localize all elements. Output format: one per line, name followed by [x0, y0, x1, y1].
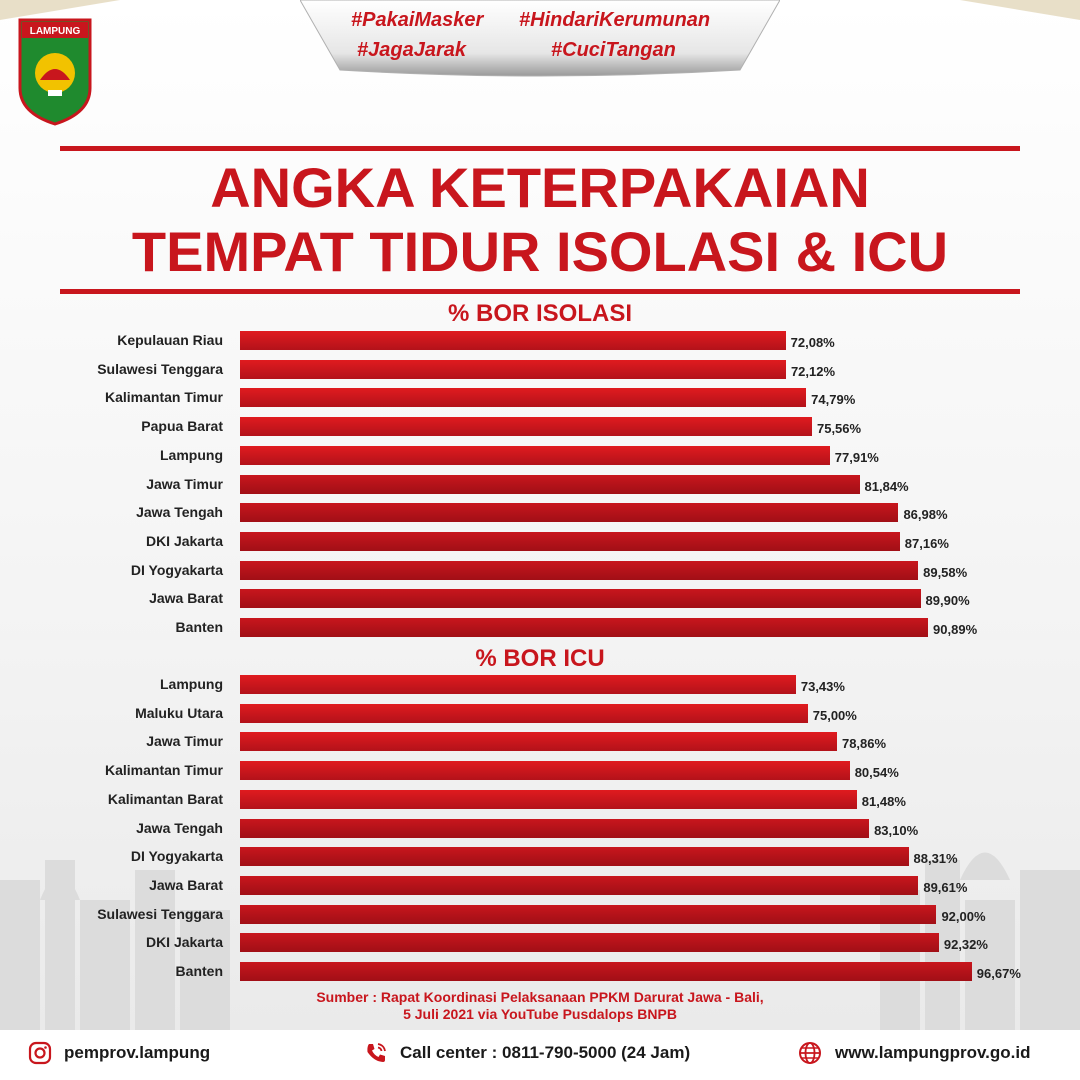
source-line2: 5 Juli 2021 via YouTube Pusdalops BNPB: [403, 1006, 677, 1022]
bar-value-label: 80,54%: [854, 765, 899, 781]
bar-value-label: 75,56%: [816, 421, 862, 437]
globe-icon: [799, 1042, 821, 1064]
bar: [240, 589, 921, 609]
bar: [240, 388, 807, 408]
bar-value-label: 90,89%: [933, 622, 978, 637]
hashtag-banner: [300, 0, 780, 77]
bar-value-label: 72,08%: [790, 335, 835, 350]
category-label: Jawa Barat: [149, 876, 223, 893]
category-label: Maluku Utara: [135, 704, 223, 721]
bar-value-label: 72,12%: [790, 363, 836, 379]
logo-text: LAMPUNG: [30, 26, 81, 37]
hashtag-cucitangan: #CuciTangan: [551, 39, 676, 61]
footer-instagram[interactable]: pemprov.lampung: [64, 1043, 211, 1062]
category-label: Jawa Timur: [146, 733, 223, 750]
instagram-icon: [28, 1041, 52, 1065]
bar: [240, 618, 929, 637]
page-title-line1: ANGKA KETERPAKAIAN: [210, 156, 870, 219]
hashtag-pakaimasker: #PakaiMasker: [351, 9, 484, 31]
bar: [240, 675, 796, 694]
bar: [240, 962, 972, 981]
bar-value-label: 87,16%: [904, 535, 949, 551]
category-label: Kepulauan Riau: [117, 332, 223, 348]
hashtag-jagajarak: #JagaJarak: [357, 39, 466, 61]
bar-value-label: 81,48%: [861, 793, 906, 809]
page-title-line2: TEMPAT TIDUR ISOLASI & ICU: [131, 220, 949, 283]
bar: [240, 761, 850, 781]
bar-value-label: 86,98%: [903, 507, 948, 523]
category-label: Lampung: [160, 446, 223, 463]
bar: [240, 875, 919, 895]
chart-title-isolasi: % BOR ISOLASI: [447, 300, 633, 327]
bar-value-label: 88,31%: [913, 851, 958, 867]
category-label: DI Yogyakarta: [130, 561, 223, 578]
bar: [240, 531, 900, 551]
bar: [240, 359, 786, 379]
category-label: Jawa Tengah: [136, 504, 223, 521]
bar: [240, 933, 939, 953]
bar: [240, 445, 830, 465]
footer: [0, 1030, 1080, 1080]
phone-icon: [367, 1043, 386, 1062]
bar-value-label: 96,67%: [976, 966, 1021, 981]
bar: [240, 818, 870, 838]
category-label: Jawa Barat: [149, 590, 223, 607]
title-rule-bottom: [60, 289, 1020, 294]
category-label: Kalimantan Barat: [107, 790, 223, 807]
bar: [240, 560, 919, 580]
bar: [240, 847, 909, 867]
category-label: Jawa Timur: [146, 475, 223, 492]
bar-value-label: 75,00%: [812, 707, 857, 723]
category-label: Papua Barat: [141, 418, 223, 435]
category-label: DKI Jakarta: [145, 532, 223, 549]
footer-callcenter[interactable]: Call center : 0811-790-5000 (24 Jam): [400, 1043, 691, 1062]
bar: [240, 703, 808, 723]
bar: [240, 789, 857, 809]
bar-value-label: 83,10%: [874, 822, 919, 838]
category-label: Jawa Tengah: [136, 819, 223, 836]
bar: [240, 732, 837, 752]
lampung-emblem-logo: LAMPUNG: [18, 18, 92, 126]
bar-value-label: 92,32%: [943, 937, 988, 953]
bar-value-label: 92,00%: [941, 908, 986, 924]
bar: [240, 417, 812, 437]
category-label: DI Yogyakarta: [130, 848, 223, 865]
source-line1: Sumber : Rapat Koordinasi Pelaksanaan PP…: [316, 989, 764, 1005]
category-label: Sulawesi Tenggara: [97, 360, 223, 377]
bar: [240, 331, 786, 350]
bar-value-label: 89,58%: [923, 564, 968, 580]
bar: [240, 474, 860, 494]
bar-value-label: 74,79%: [811, 392, 856, 408]
category-label: Banten: [175, 619, 223, 635]
title-rule-top: [60, 146, 1020, 151]
bar: [240, 904, 937, 924]
footer-website[interactable]: www.lampungprov.go.id: [835, 1043, 1031, 1062]
category-label: Kalimantan Timur: [105, 762, 223, 779]
bar: [240, 503, 899, 523]
bar-value-label: 73,43%: [800, 679, 845, 694]
chart-title-icu: % BOR ICU: [475, 645, 605, 672]
bar-value-label: 77,91%: [834, 449, 879, 465]
hashtag-hindarikerumunan: #HindariKerumunan: [519, 9, 711, 31]
category-label: DKI Jakarta: [145, 934, 223, 951]
bar-value-label: 89,90%: [925, 593, 970, 609]
category-label: Lampung: [160, 676, 223, 692]
bar-value-label: 89,61%: [923, 879, 968, 895]
bar-value-label: 81,84%: [864, 478, 909, 494]
category-label: Banten: [175, 963, 223, 979]
category-label: Sulawesi Tenggara: [97, 905, 223, 922]
bar-value-label: 78,86%: [841, 736, 887, 752]
category-label: Kalimantan Timur: [105, 389, 223, 406]
